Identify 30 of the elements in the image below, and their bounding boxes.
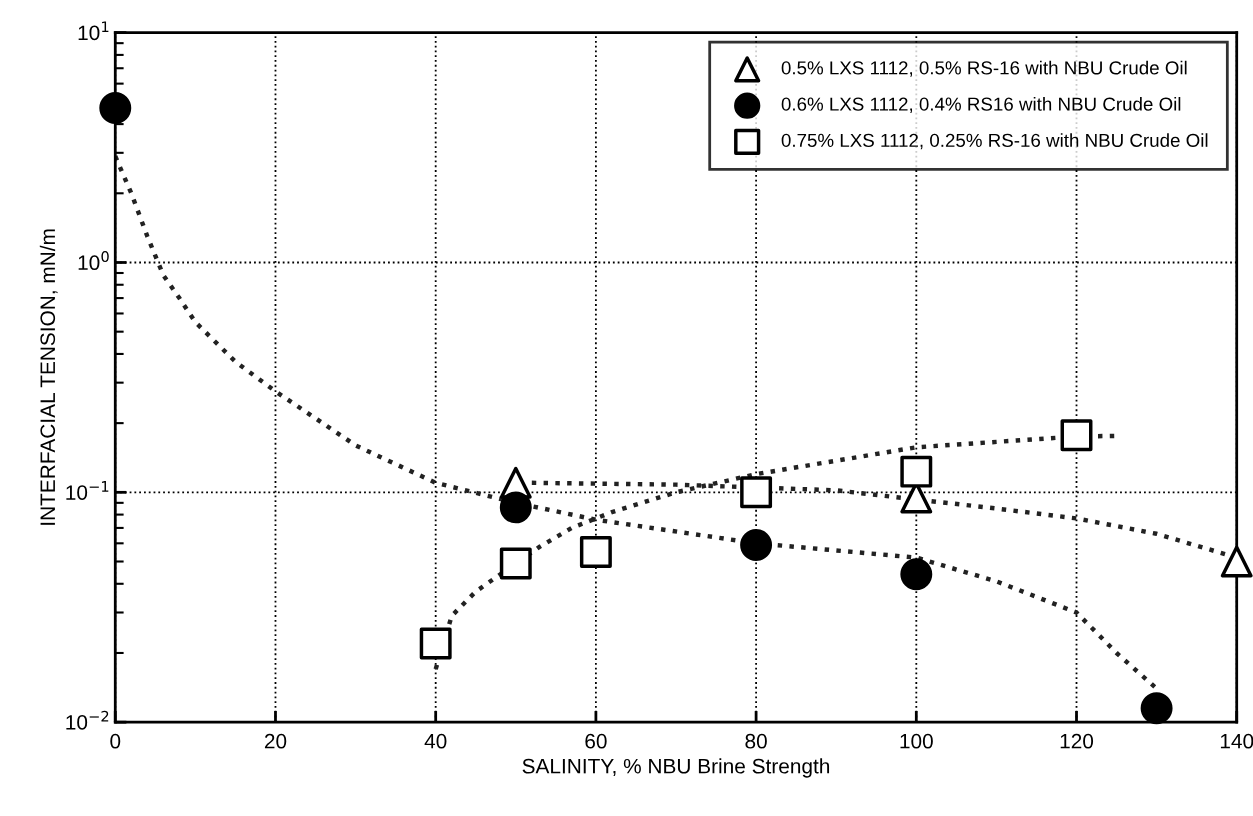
x-tick-label: 40 (424, 733, 447, 749)
y-tick-label: 10$^{0}$ (78, 251, 109, 271)
point (579, 536, 612, 568)
point (1060, 419, 1093, 452)
legend-label: 0.75% LXS 1112, 0.25% RS-16 with NBU Crude Oil (781, 133, 1208, 150)
point (419, 627, 452, 660)
x-tick-label: 100 (900, 733, 933, 749)
x-tick-label: 0 (110, 733, 121, 749)
point (1220, 545, 1253, 578)
x-tick-label: 20 (264, 733, 287, 749)
x-tick-label: 80 (745, 733, 767, 749)
x-axis-title: SALINITY, % NBU Brine Strength (522, 758, 830, 778)
point (499, 491, 532, 524)
point (1140, 692, 1173, 725)
x-tick-label: 140 (1220, 733, 1253, 749)
y-tick-label: 10$^{−1}$ (66, 481, 109, 500)
x-tick-label: 60 (585, 733, 607, 749)
x-tick-label: 120 (1060, 733, 1094, 749)
y-tick-label: 10$^{1}$ (78, 21, 109, 41)
legend-label: 0.6% LXS 1112, 0.4% RS16 with NBU Crude Oil (781, 96, 1181, 113)
point (499, 547, 532, 580)
point (900, 455, 933, 488)
point (900, 558, 933, 591)
point (740, 529, 773, 561)
point (740, 476, 773, 509)
y-tick-label: 10$^{−2}$ (66, 710, 109, 730)
line-series (115, 153, 1159, 691)
y-axis-title: INTERFACIAL TENSION, mN/m (39, 229, 58, 525)
legend-label: 0.5% LXS 1112, 0.5% RS-16 with NBU Crude Oil (781, 60, 1187, 77)
point (99, 92, 132, 124)
